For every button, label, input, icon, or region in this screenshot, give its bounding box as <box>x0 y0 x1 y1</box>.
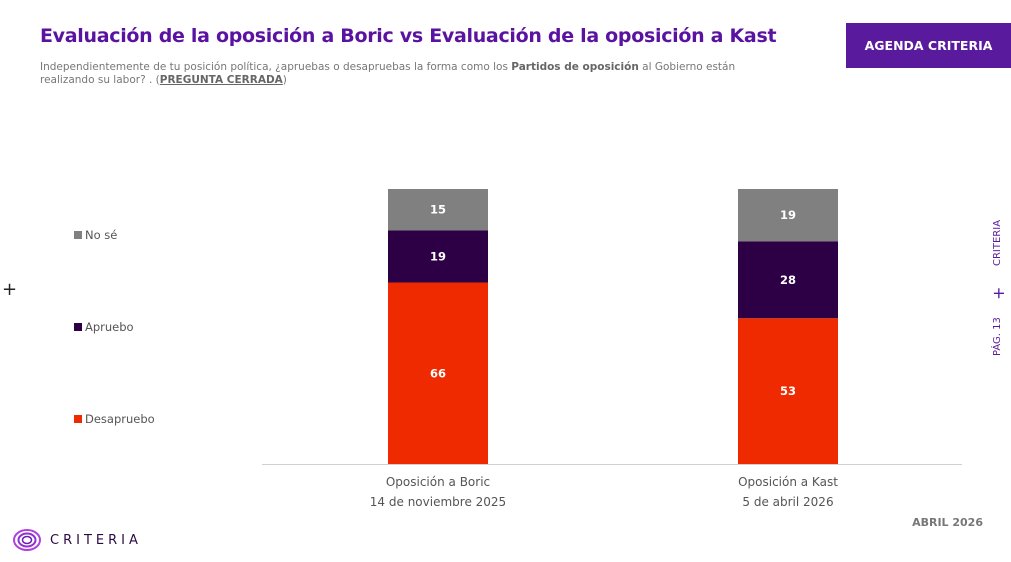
legend-swatch <box>74 415 82 423</box>
bar-segment <box>388 230 488 283</box>
footer-date: ABRIL 2026 <box>912 516 983 529</box>
plus-icon: + <box>2 279 18 300</box>
data-label: 19 <box>780 208 796 222</box>
page-title: Evaluación de la oposición a Boric vs Ev… <box>40 25 777 47</box>
category-label: Oposición a Kast <box>738 475 838 489</box>
bar-segment <box>738 241 838 319</box>
bar-segment <box>738 189 838 242</box>
subtitle: Independientemente de tu posición políti… <box>40 61 736 86</box>
data-label: 15 <box>430 203 446 217</box>
legend-item-apruebo: Apruebo <box>74 320 134 334</box>
legend-swatch <box>74 323 82 331</box>
category-label: 14 de noviembre 2025 <box>370 495 506 509</box>
legend-item-desapruebo: Desapruebo <box>74 412 155 426</box>
bar-segment <box>388 189 488 231</box>
data-label: 28 <box>780 273 796 287</box>
legend-swatch <box>74 231 82 239</box>
logo-icon <box>13 529 41 551</box>
category-label: Oposición a Boric <box>386 475 490 489</box>
data-label: 53 <box>780 384 796 398</box>
criteria-logo: CRITERIA <box>12 527 142 553</box>
agenda-criteria-button[interactable]: AGENDA CRITERIA <box>846 23 1011 68</box>
data-label: 19 <box>430 249 446 263</box>
data-label: 66 <box>430 366 446 380</box>
bar-segment <box>738 318 838 464</box>
category-label: 5 de abril 2026 <box>742 495 833 509</box>
bar-segment <box>388 282 488 464</box>
legend-item-no-se: No sé <box>74 228 117 242</box>
